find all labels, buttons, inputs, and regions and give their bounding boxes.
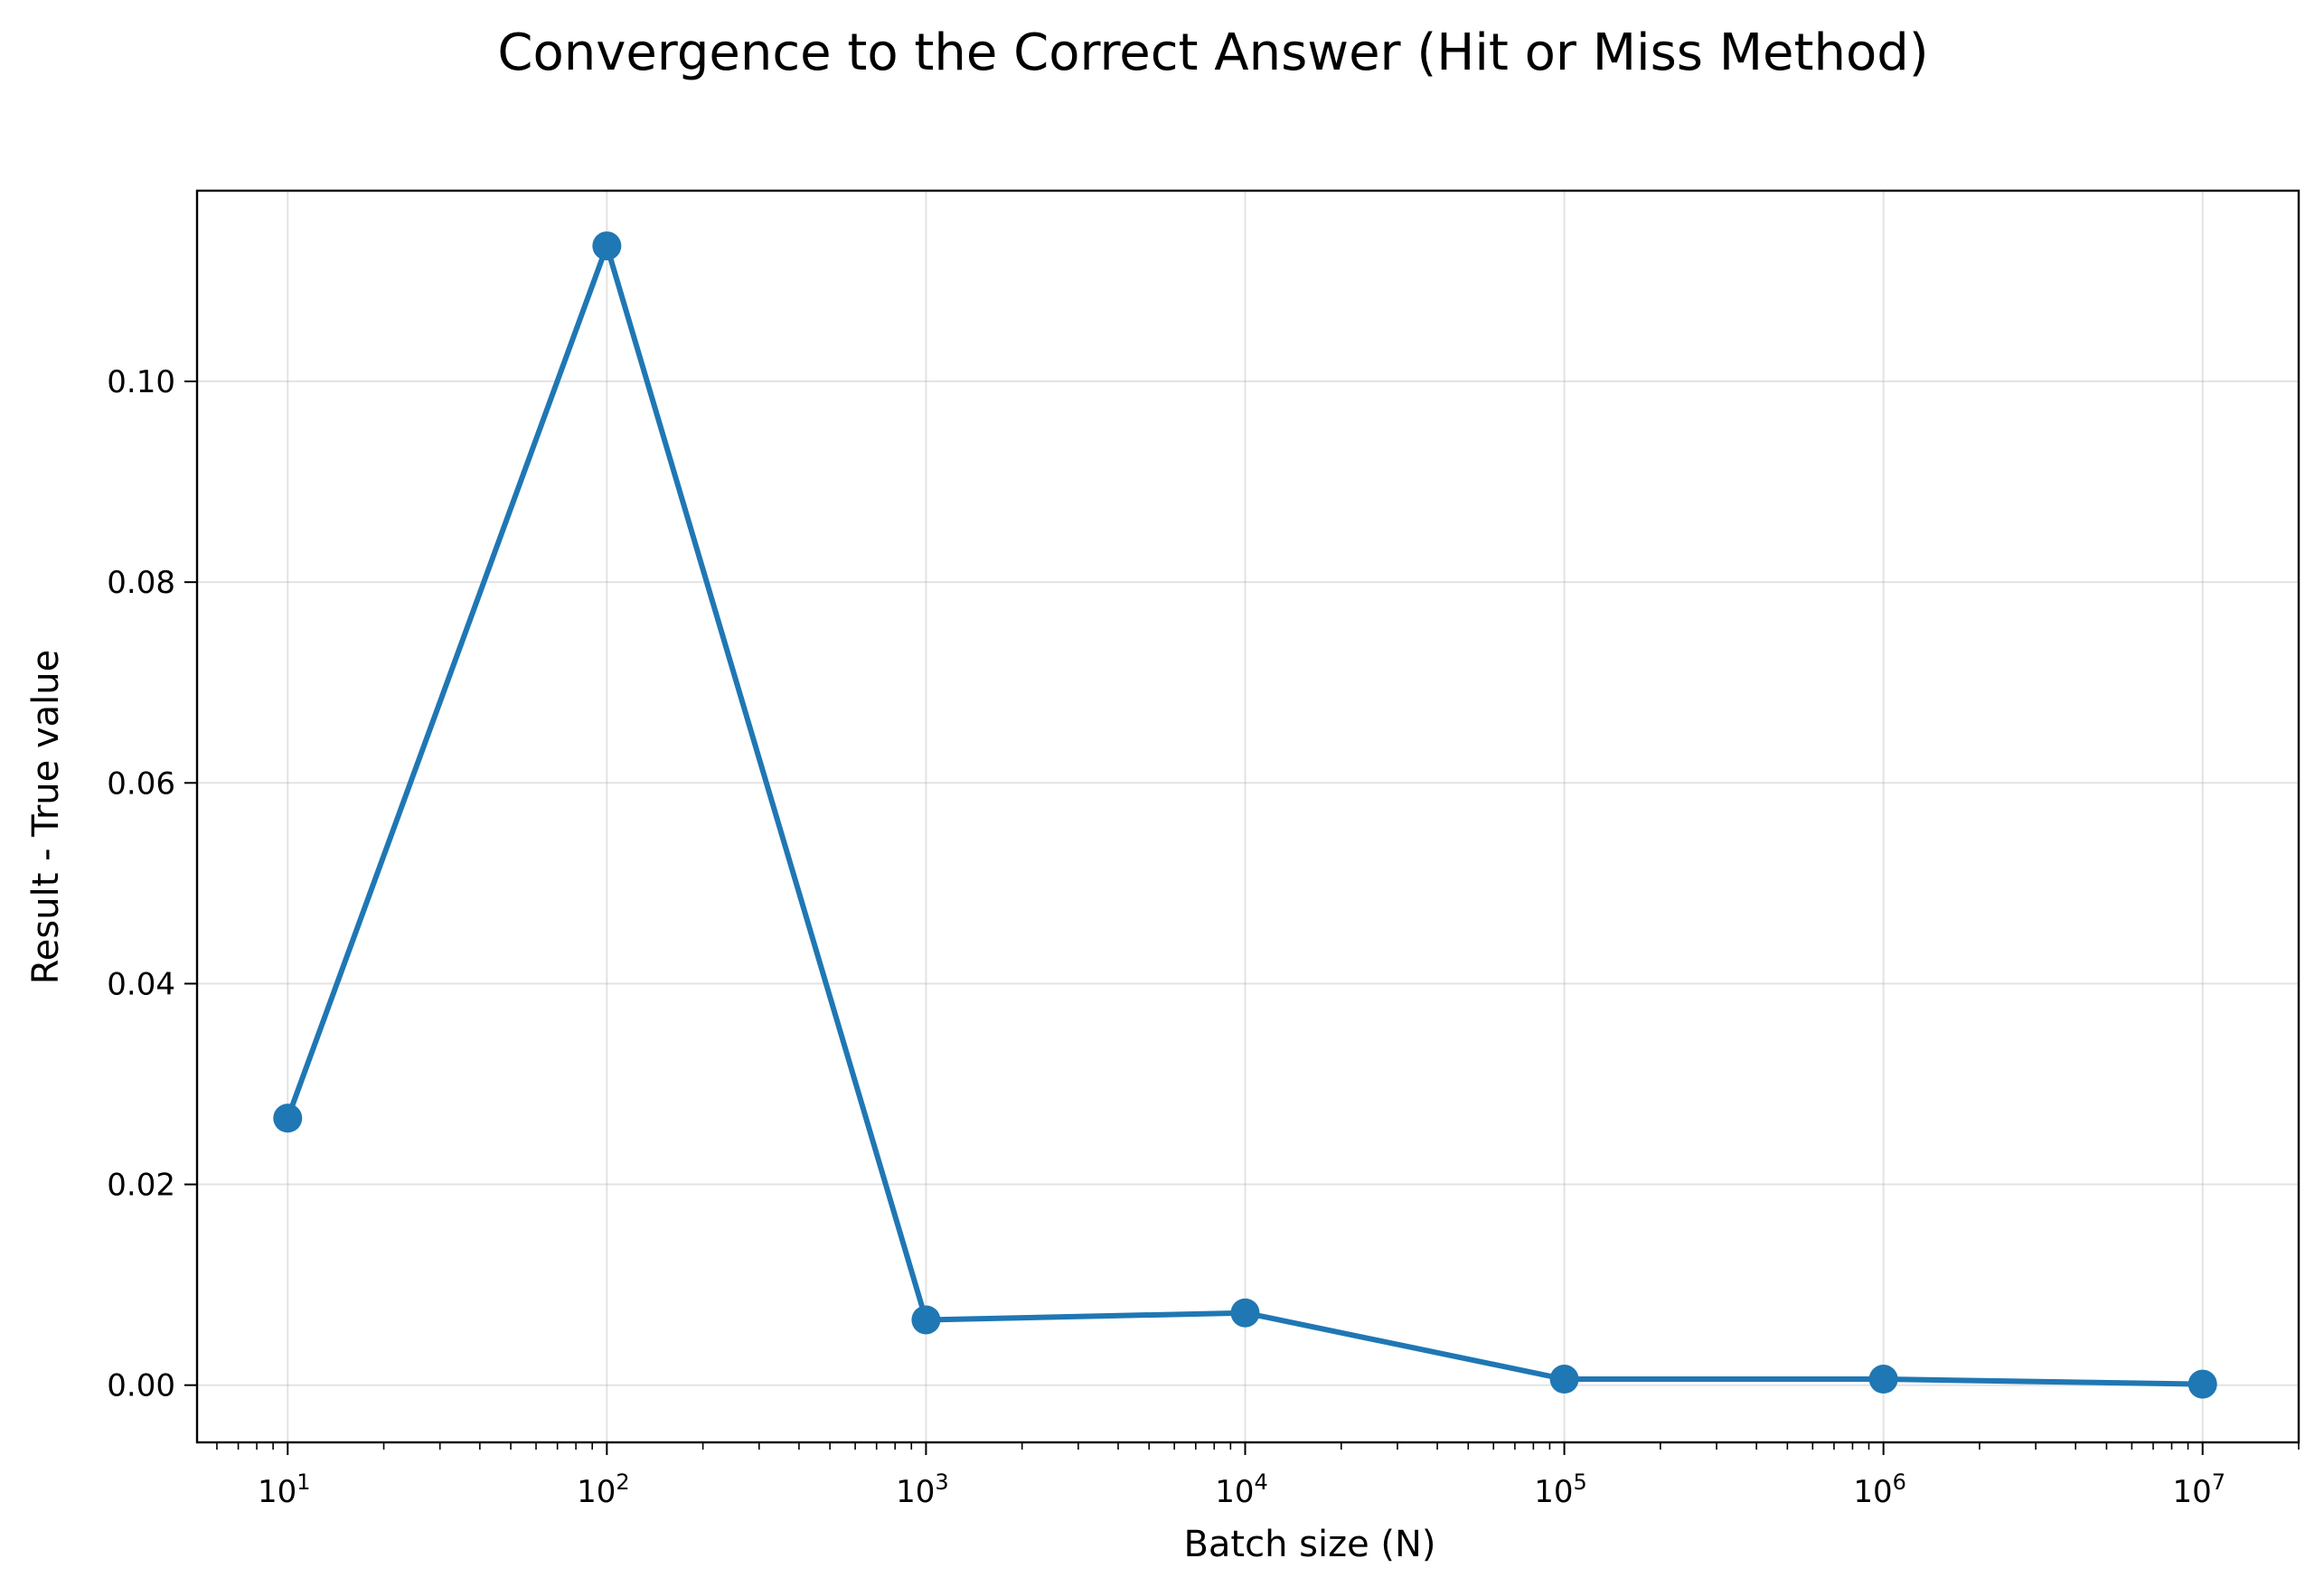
- plot-frame: [195, 189, 2300, 1444]
- axis-layer: 101 102 103 104 105 106 107 0.00 0.02 0.04 0.06 0.0…: [107, 364, 2300, 1510]
- grid-layer: [197, 191, 2299, 1442]
- x-tick-label: 107: [2172, 1469, 2225, 1510]
- chart-title: Convergence to the Correct Answer (Hit o…: [497, 23, 1928, 82]
- data-point: [1230, 1298, 1260, 1328]
- y-tick-label: 0.10: [107, 364, 175, 400]
- series-layer: [273, 231, 2217, 1399]
- data-point: [592, 231, 622, 261]
- y-tick-label: 0.04: [107, 966, 175, 1002]
- x-tick-label: 103: [896, 1469, 949, 1510]
- x-tick-label: 105: [1534, 1469, 1587, 1510]
- x-tick-label: 104: [1215, 1469, 1268, 1510]
- x-axis-label: Batch size (N): [1183, 1524, 1435, 1565]
- y-tick-label: 0.00: [107, 1368, 175, 1404]
- x-tick-label: 102: [577, 1469, 630, 1510]
- x-tick-label: 106: [1853, 1469, 1906, 1510]
- y-tick-label: 0.08: [107, 565, 175, 601]
- x-tick-label: 101: [258, 1469, 311, 1510]
- data-point: [1549, 1365, 1579, 1394]
- data-point: [273, 1103, 303, 1133]
- y-axis-label: Result - True value: [25, 650, 67, 984]
- y-tick-label: 0.06: [107, 765, 175, 802]
- y-tick-label: 0.02: [107, 1168, 175, 1204]
- data-point: [1868, 1365, 1898, 1394]
- data-point: [2188, 1369, 2217, 1399]
- data-point: [911, 1305, 941, 1335]
